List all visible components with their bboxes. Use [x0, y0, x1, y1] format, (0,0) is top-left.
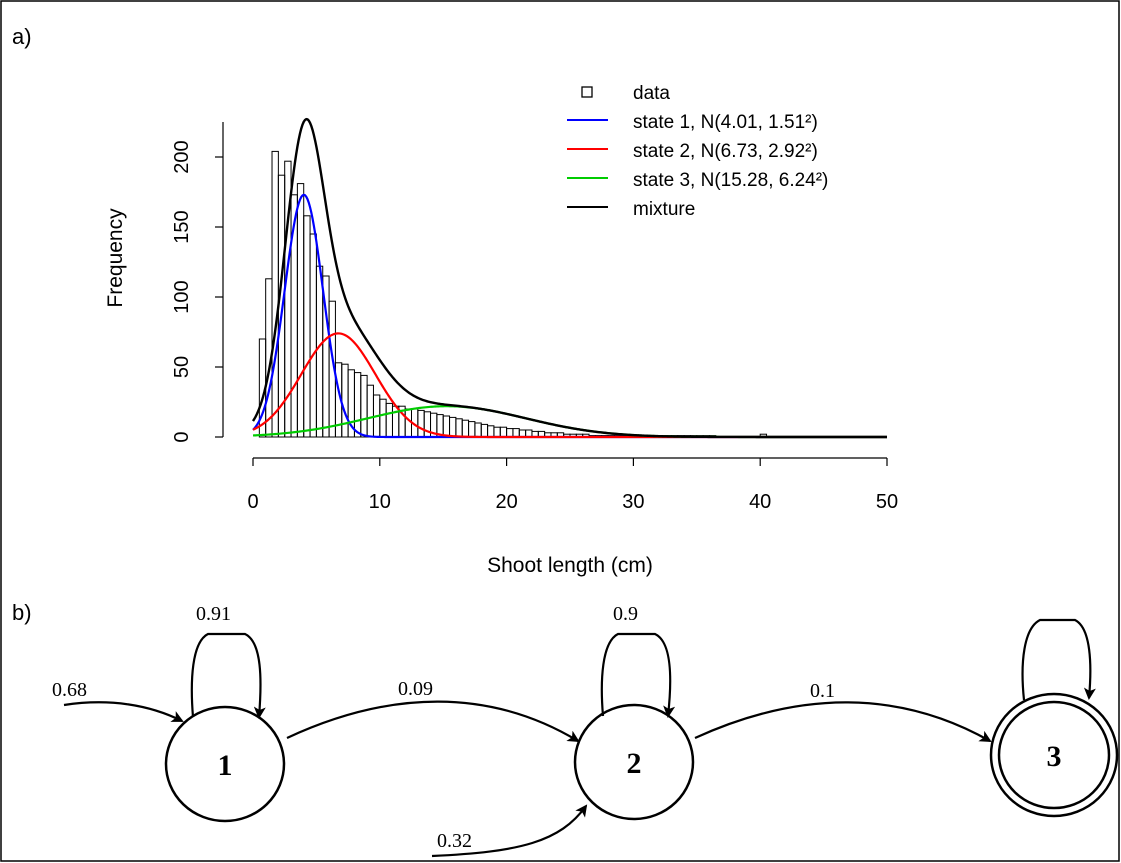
initial-prob-2: 0.32: [437, 830, 472, 852]
legend-label-mixture: mixture: [633, 199, 695, 220]
histogram-bar: [512, 428, 520, 438]
y-tick-label: 200: [171, 140, 193, 173]
histogram-bar: [303, 215, 311, 438]
histogram-bar: [353, 372, 362, 438]
histogram-bar: [474, 422, 482, 438]
panel-a-label: a): [12, 24, 32, 49]
legend-label-state-2: state 2, N(6.73, 2.92²): [633, 141, 818, 162]
histogram-bar: [385, 402, 393, 438]
y-tick-label: 100: [171, 280, 193, 313]
legend-label-state-1: state 1, N(4.01, 1.51²): [633, 112, 818, 133]
x-axis-label: Shoot length (cm): [487, 554, 653, 577]
legend-label-state-3: state 3, N(15.28, 6.24²): [633, 170, 828, 191]
transition-2-3: [694, 701, 992, 742]
state-label-1: 1: [218, 749, 233, 782]
x-tick-label: 20: [495, 491, 517, 513]
panel-b-label: b): [12, 600, 32, 625]
self-loop-1: [190, 632, 266, 719]
initial-prob-1: 0.68: [52, 679, 87, 701]
transition-1-2: [286, 700, 580, 743]
x-tick-label: 50: [876, 491, 898, 513]
legend-label-data: data: [633, 83, 670, 104]
histogram-bar: [315, 265, 324, 438]
initial-arrow-1: [63, 701, 184, 722]
state-node-3-absorbing: 3: [989, 692, 1119, 818]
self-loop-2: [600, 632, 676, 718]
histogram-bar: [442, 415, 451, 438]
legend: data state 1, N(4.01, 1.51²) state 2, N(…: [567, 83, 828, 220]
transition-prob-2-3: 0.1: [810, 680, 835, 702]
histogram-bar: [296, 183, 305, 438]
y-tick-label: 50: [171, 356, 193, 378]
histogram-bar: [449, 416, 457, 438]
x-axis-ticks: 0 10 20 30 40 50: [247, 458, 898, 513]
histogram-bar: [480, 423, 489, 438]
histogram-bar: [366, 384, 374, 438]
histogram-bar: [271, 150, 279, 438]
mixture-curve: [251, 117, 887, 439]
y-tick-label: 0: [171, 431, 193, 442]
y-axis-label: Frequency: [104, 208, 127, 308]
histogram-bar: [493, 426, 501, 438]
self-loop-3: [1021, 618, 1096, 701]
histogram-bar: [379, 398, 387, 438]
histogram-bar: [341, 363, 349, 438]
state-node-1: 1: [164, 705, 286, 823]
state-diagram: 1 2 3 0.68 0.32 0.91 0.9 0.09 0.1: [52, 603, 1119, 858]
density-curves: [251, 117, 887, 439]
histogram-bars: [258, 150, 768, 438]
state-label-2: 2: [627, 747, 642, 780]
x-tick-label: 40: [749, 491, 771, 513]
histogram-bar: [461, 419, 470, 438]
x-tick-label: 30: [622, 491, 644, 513]
transition-prob-1-2: 0.09: [398, 678, 433, 700]
histogram-bar: [506, 428, 514, 438]
histogram-bar: [417, 409, 425, 438]
histogram-bar: [455, 418, 463, 438]
state-label-3: 3: [1047, 740, 1062, 773]
y-axis-ticks: 0 50 100 150 200: [171, 140, 223, 443]
x-tick-label: 10: [369, 491, 391, 513]
self-prob-1: 0.91: [196, 603, 231, 625]
histogram-bar: [499, 426, 508, 438]
self-prob-2: 0.9: [613, 603, 638, 625]
histogram-bar: [360, 374, 368, 438]
initial-arrow-2: [431, 804, 588, 858]
y-tick-label: 150: [171, 210, 193, 243]
x-tick-label: 0: [247, 491, 258, 513]
histogram-bar: [487, 425, 495, 438]
histogram-bar: [423, 411, 432, 438]
histogram-bar: [404, 408, 413, 438]
chart: 0 10 20 30 40 50 0 50 100 150 200 Shoot length (c…: [104, 83, 898, 577]
histogram-bar: [309, 233, 317, 438]
legend-data-marker: [581, 86, 593, 98]
histogram-bar: [468, 421, 476, 438]
state-node-2: 2: [573, 703, 695, 821]
